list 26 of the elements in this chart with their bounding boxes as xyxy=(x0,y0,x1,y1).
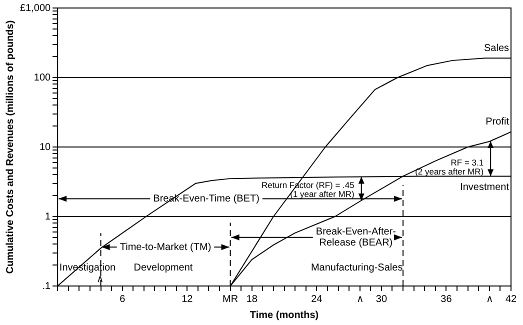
annotation: Break-Even-After- Release (BEAR) xyxy=(316,226,396,249)
y-tick-label: .1 xyxy=(42,280,52,292)
y-tick-label: 10 xyxy=(39,142,52,153)
annotation: Time-to-Market (TM) xyxy=(120,242,212,253)
y-tick-label: 100 xyxy=(34,72,52,84)
x-axis-title: Time (months) xyxy=(250,310,319,321)
series-label: Profit xyxy=(486,116,510,128)
series-label: Sales xyxy=(484,42,509,54)
annotation: RF = 3.1 (2 years after MR) xyxy=(415,157,484,176)
x-tick-label: MR xyxy=(222,294,238,305)
x-tick-label: 18 xyxy=(246,294,258,305)
x-tick-label: 30 xyxy=(376,294,388,305)
y-tick-label: 1 xyxy=(45,211,52,222)
annotation: Manufacturing-Sales xyxy=(310,262,403,274)
x-tick-label: 42 xyxy=(505,294,517,305)
annotation: Development xyxy=(134,262,193,274)
x-tick-label: 36 xyxy=(440,294,452,305)
x-tick-label: ∧ xyxy=(356,294,364,305)
legend-label: Investment xyxy=(460,182,510,193)
y-axis-title: Cumulative Costs and Revenues (millions of pounds) xyxy=(4,20,16,274)
x-tick-label: ∧ xyxy=(486,294,493,305)
x-tick-label: 6 xyxy=(120,294,126,305)
x-tick-label: 12 xyxy=(182,294,194,305)
y-tick-label: £1,000 xyxy=(20,2,52,14)
x-tick-label: 24 xyxy=(311,294,323,305)
annotation: ∧ xyxy=(96,274,104,285)
